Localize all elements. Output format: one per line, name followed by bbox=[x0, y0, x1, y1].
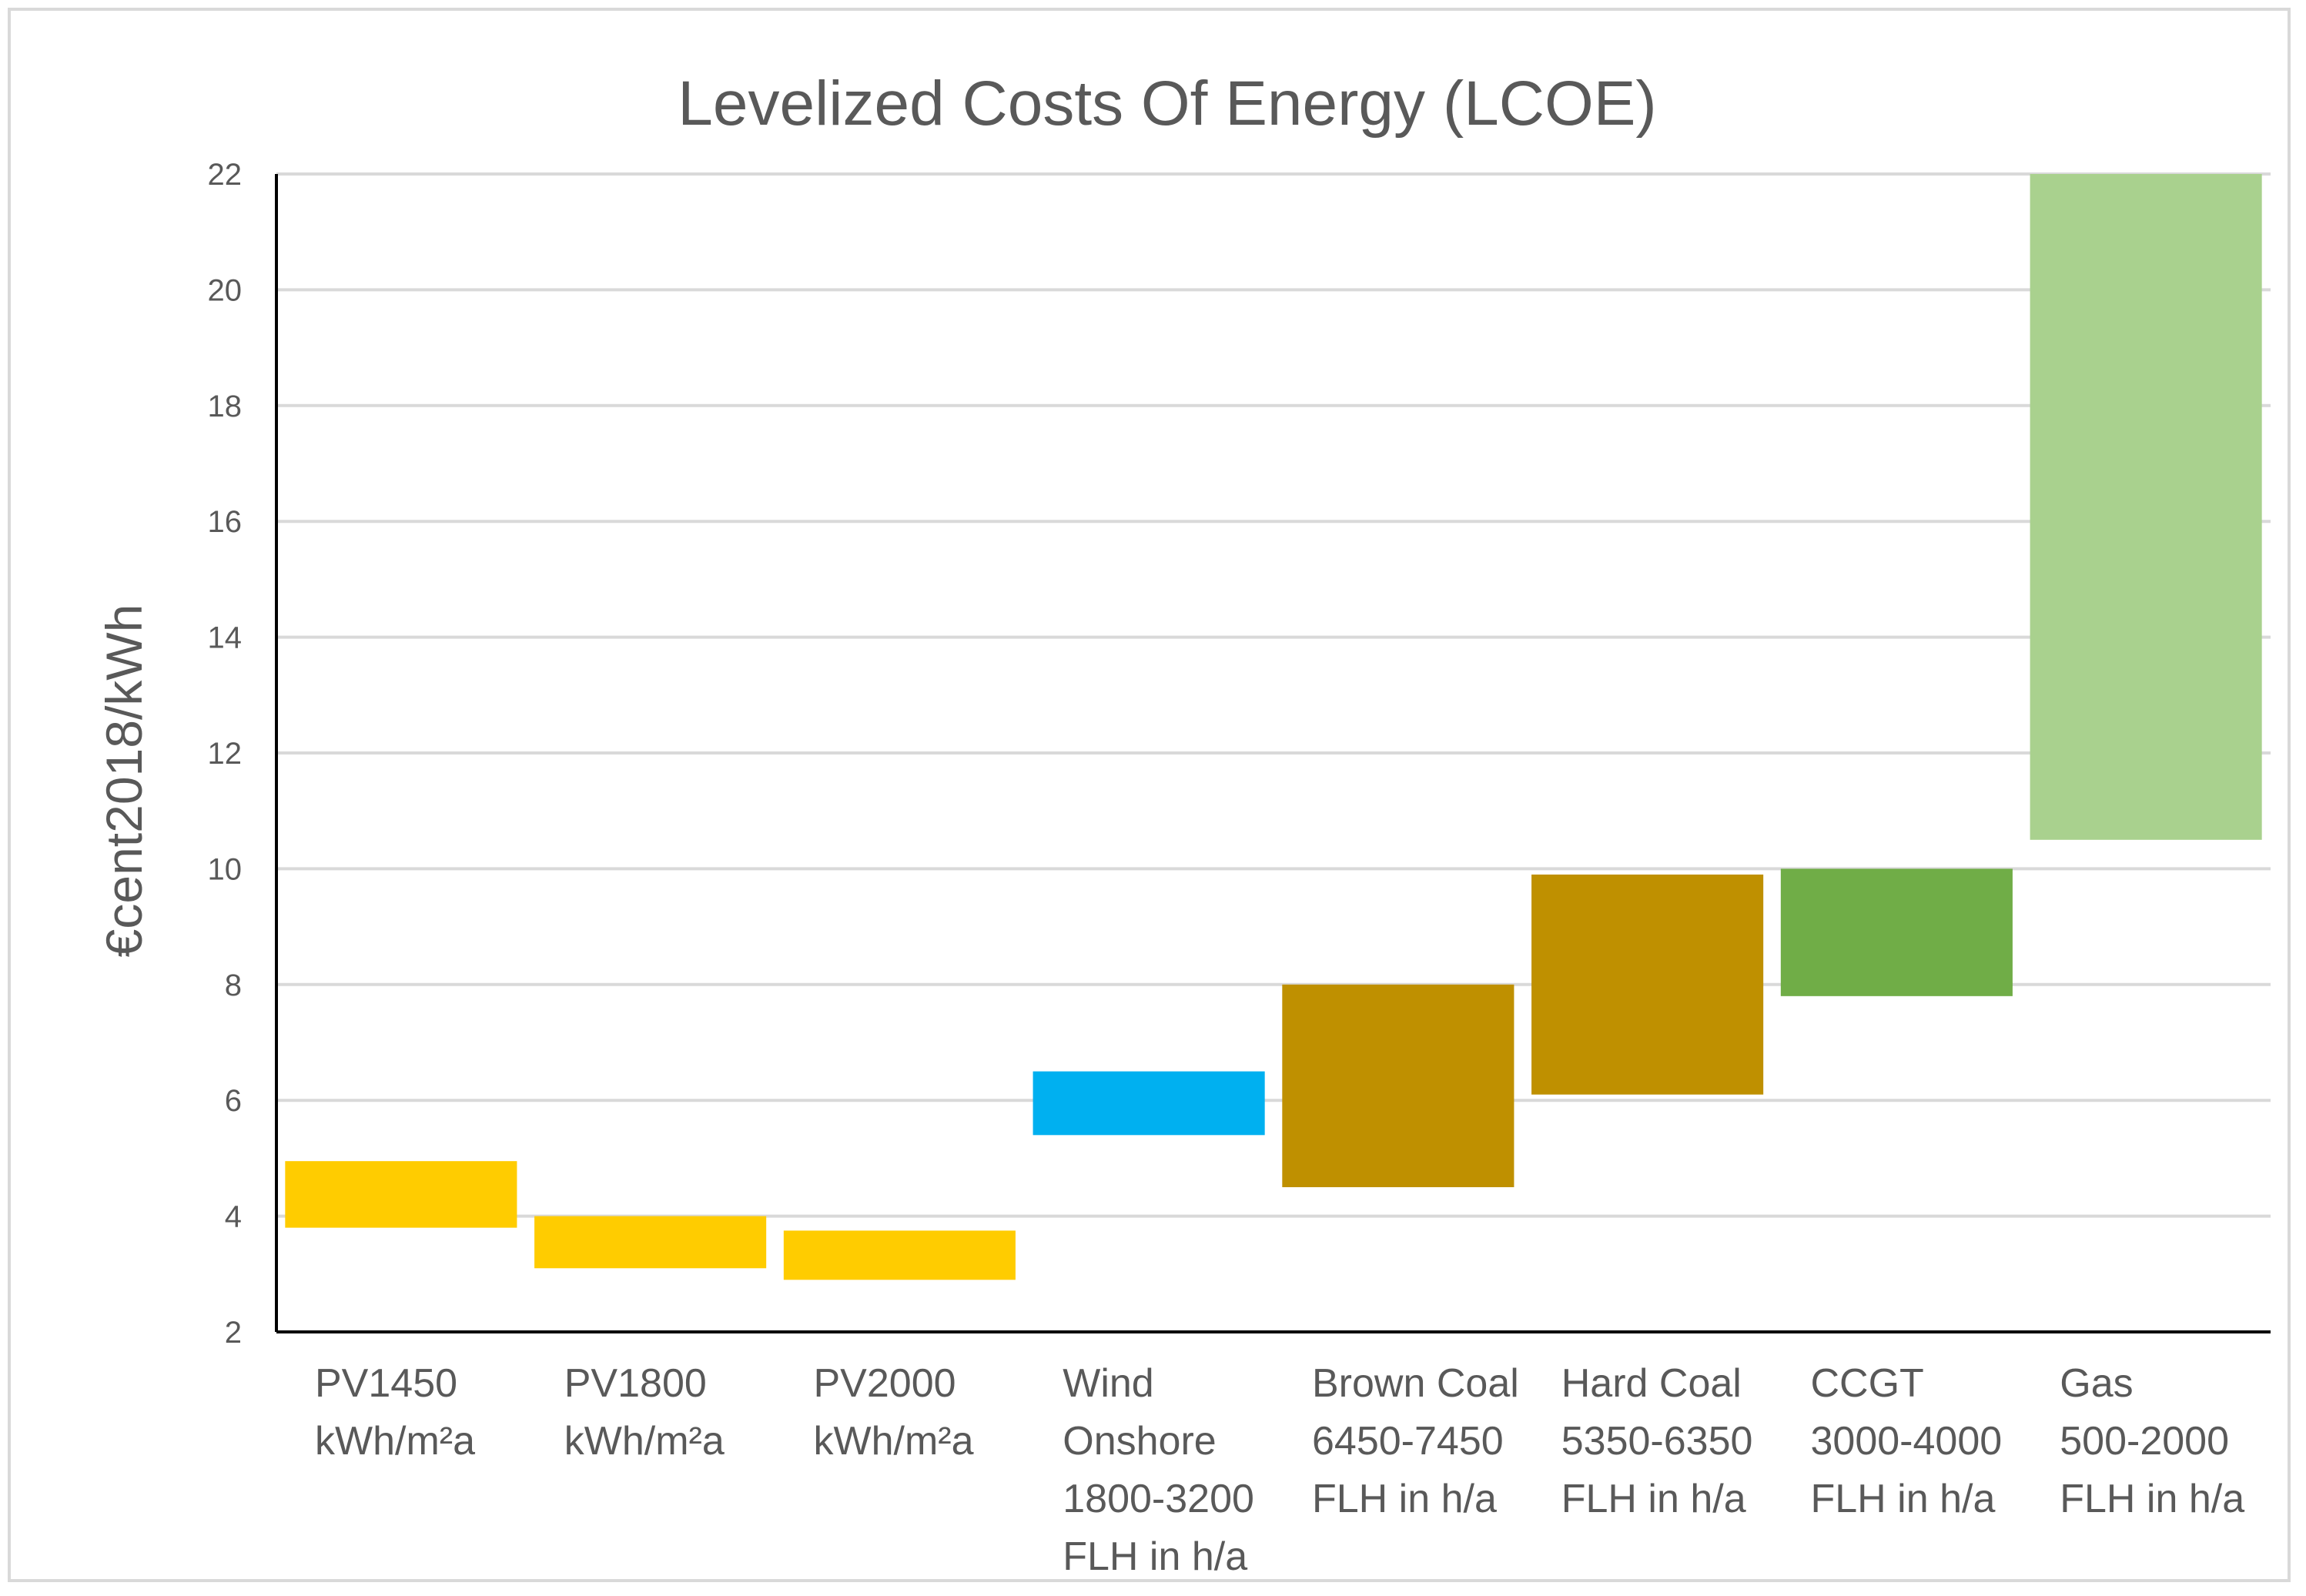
y-tick-labels: 2 4 6 8 10 12 14 16 18 20 22 bbox=[208, 158, 243, 1350]
y-tick-label: 20 bbox=[208, 273, 243, 307]
gridlines bbox=[276, 172, 2271, 1218]
x-category-label: Gas 500-2000 FLH in h/a bbox=[2060, 1361, 2244, 1521]
y-tick-label: 2 bbox=[225, 1316, 242, 1350]
x-category-label: PV1450 kWh/m²a bbox=[315, 1361, 475, 1464]
x-category-labels: PV1450 kWh/m²a PV1800 kWh/m²a PV2000 kWh/m²a W… bbox=[315, 1361, 2244, 1579]
lcoe-range-bar bbox=[534, 1216, 767, 1269]
y-tick-label: 8 bbox=[225, 969, 242, 1002]
x-category-label: CCGT 3000-4000 FLH in h/a bbox=[1811, 1361, 2003, 1521]
lcoe-range-bar bbox=[1033, 1071, 1265, 1136]
lcoe-chart: Levelized Costs Of Energy (LCOE) €cent20… bbox=[95, 69, 2271, 1579]
x-category-label: PV1800 kWh/m²a bbox=[564, 1361, 725, 1464]
chart-frame: Levelized Costs Of Energy (LCOE) €cent20… bbox=[8, 8, 2291, 1582]
lcoe-range-bar bbox=[1282, 984, 1514, 1187]
y-tick-label: 18 bbox=[208, 390, 243, 423]
y-tick-label: 12 bbox=[208, 737, 243, 771]
x-category-label: PV2000 kWh/m²a bbox=[814, 1361, 974, 1464]
y-tick-label: 6 bbox=[225, 1084, 242, 1118]
bars bbox=[285, 174, 2262, 1280]
y-tick-label: 22 bbox=[208, 158, 243, 192]
axes bbox=[275, 174, 2271, 1333]
x-category-label: Wind Onshore 1800-3200 FLH in h/a bbox=[1063, 1361, 1254, 1579]
lcoe-range-bar bbox=[2030, 174, 2262, 840]
y-tick-label: 10 bbox=[208, 852, 243, 886]
lcoe-range-bar bbox=[285, 1161, 517, 1228]
y-axis-label: €cent2018/kWh bbox=[95, 604, 152, 958]
lcoe-range-bar bbox=[1780, 868, 2013, 996]
y-tick-label: 4 bbox=[225, 1200, 242, 1234]
y-tick-label: 14 bbox=[208, 621, 243, 655]
y-tick-label: 16 bbox=[208, 505, 243, 539]
lcoe-range-bar bbox=[1531, 874, 1764, 1095]
lcoe-range-bar bbox=[783, 1230, 1016, 1280]
x-category-label: Brown Coal 6450-7450 FLH in h/a bbox=[1312, 1361, 1519, 1521]
x-category-label: Hard Coal 5350-6350 FLH in h/a bbox=[1561, 1361, 1753, 1521]
chart-title: Levelized Costs Of Energy (LCOE) bbox=[678, 69, 1656, 139]
